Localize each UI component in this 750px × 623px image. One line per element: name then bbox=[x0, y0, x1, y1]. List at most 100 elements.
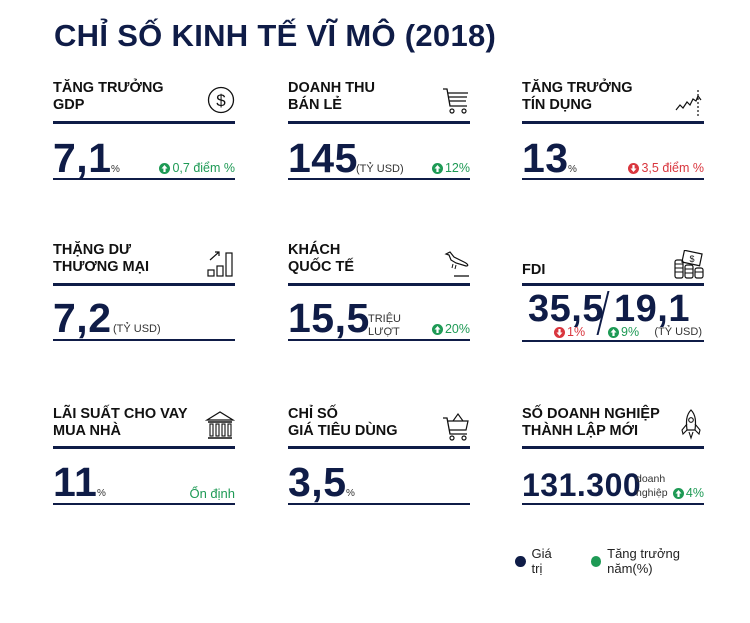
card-new-enterprises: SỐ DOANH NGHIỆP THÀNH LẬP MỚI 131.300 do… bbox=[522, 406, 704, 506]
stable-status: Ổn định bbox=[189, 486, 235, 501]
value-registered: 35,5 bbox=[528, 288, 604, 330]
value-disbursed: 19,1 bbox=[614, 288, 690, 330]
card-title: CHỈ SỐ GIÁ TIÊU DÙNG bbox=[288, 406, 398, 440]
divider-thick bbox=[288, 446, 470, 449]
divider-thick bbox=[53, 283, 235, 286]
legend-label: Tăng trưởng năm(%) bbox=[607, 546, 680, 576]
title-line: SỐ DOANH NGHIỆP bbox=[522, 406, 660, 422]
card-title: THẶNG DƯ THƯƠNG MẠI bbox=[53, 242, 149, 276]
line-graph-icon bbox=[674, 88, 704, 121]
unit: % bbox=[568, 164, 577, 175]
arrow-up-icon bbox=[431, 162, 443, 174]
title-line: LÃI SUẤT CHO VAY bbox=[53, 406, 188, 422]
divider-thick bbox=[53, 446, 235, 449]
divider-thick bbox=[53, 121, 235, 124]
title-line: GIÁ TIÊU DÙNG bbox=[288, 423, 398, 439]
divider-thick bbox=[522, 121, 704, 124]
arrow-down-icon bbox=[628, 162, 640, 174]
value: 7,1 bbox=[53, 135, 112, 181]
unit-line: TRIỆU bbox=[368, 313, 401, 325]
divider-thin bbox=[288, 503, 470, 505]
divider-thin bbox=[522, 503, 704, 505]
legend-item-value: Giá trị bbox=[515, 546, 565, 576]
arrow-up-icon bbox=[431, 323, 443, 335]
card-title: TĂNG TRƯỞNG GDP bbox=[53, 80, 164, 114]
divider-thin bbox=[53, 178, 235, 180]
svg-text:$: $ bbox=[216, 91, 226, 110]
card-gdp: TĂNG TRƯỞNG GDP $ 7,1 % 0,7 điểm % bbox=[53, 80, 235, 180]
growth-delta-disbursed: 9% bbox=[608, 325, 639, 339]
card-title: FDI bbox=[522, 262, 545, 279]
growth-bars-icon bbox=[207, 248, 235, 283]
divider-thin bbox=[53, 503, 235, 505]
delta-text: 9% bbox=[621, 325, 640, 339]
divider-thick bbox=[522, 283, 704, 286]
arrow-down-icon bbox=[554, 326, 565, 338]
growth-delta: 20% bbox=[431, 322, 470, 336]
title-line: KHÁCH bbox=[288, 242, 341, 258]
title-line: THÀNH LẬP MỚI bbox=[522, 423, 639, 439]
title-line: TĂNG TRƯỞNG bbox=[522, 80, 633, 96]
green-dot-icon bbox=[590, 555, 602, 567]
value: 7,2 bbox=[53, 295, 112, 341]
arrow-up-icon bbox=[159, 162, 171, 174]
airplane-landing-icon bbox=[444, 250, 470, 283]
unit: (TỶ USD) bbox=[356, 163, 404, 175]
card-title: DOANH THU BÁN LẺ bbox=[288, 80, 375, 114]
bank-icon bbox=[204, 410, 236, 445]
title-line: DOANH THU bbox=[288, 80, 375, 96]
dollar-coin-icon: $ bbox=[207, 86, 235, 119]
divider-thin bbox=[522, 340, 704, 342]
card-title: SỐ DOANH NGHIỆP THÀNH LẬP MỚI bbox=[522, 406, 660, 440]
delta-text: 4% bbox=[685, 486, 704, 500]
card-title: TĂNG TRƯỞNG TÍN DỤNG bbox=[522, 80, 633, 114]
legend-label: Giá trị bbox=[531, 546, 552, 576]
value: 13 bbox=[522, 135, 569, 181]
legend: Giá trị Tăng trưởng năm(%) bbox=[515, 546, 750, 576]
title-line: CHỈ SỐ bbox=[288, 406, 338, 422]
delta-text: 20% bbox=[444, 322, 470, 336]
unit: % bbox=[111, 164, 120, 175]
unit-line: doanh bbox=[636, 473, 666, 485]
value: 15,5 bbox=[288, 295, 370, 341]
growth-delta: 4% bbox=[672, 486, 704, 500]
divider-thick bbox=[522, 446, 704, 449]
unit: % bbox=[346, 488, 355, 499]
card-retail: DOANH THU BÁN LẺ 145 (TỶ USD) 12% bbox=[288, 80, 470, 180]
rocket-icon bbox=[680, 408, 702, 447]
title-line: GDP bbox=[53, 97, 85, 113]
svg-text:$: $ bbox=[689, 254, 694, 264]
unit: (TỶ USD) bbox=[654, 326, 702, 338]
card-trade-surplus: THẶNG DƯ THƯƠNG MẠI 7,2 (TỶ USD) bbox=[53, 242, 235, 342]
arrow-up-icon bbox=[672, 487, 684, 499]
card-title: LÃI SUẤT CHO VAY MUA NHÀ bbox=[53, 406, 188, 440]
unit-line: nghiệp bbox=[636, 487, 668, 499]
title-line: THẶNG DƯ bbox=[53, 242, 132, 258]
card-title: KHÁCH QUỐC TẾ bbox=[288, 242, 354, 276]
growth-delta: 12% bbox=[431, 161, 470, 175]
title-line: BÁN LẺ bbox=[288, 97, 342, 113]
title-line: QUỐC TẾ bbox=[288, 259, 355, 275]
delta-text: 0,7 điểm % bbox=[172, 161, 235, 175]
divider-thick bbox=[288, 121, 470, 124]
card-mortgage-rate: LÃI SUẤT CHO VAY MUA NHÀ 11 % Ổn định bbox=[53, 406, 236, 506]
divider-thin bbox=[53, 339, 235, 341]
money-coins-icon: $ bbox=[674, 249, 704, 285]
card-cpi: CHỈ SỐ GIÁ TIÊU DÙNG 3,5 % bbox=[288, 406, 470, 506]
title-line: TÍN DỤNG bbox=[522, 97, 593, 113]
card-international-visitors: KHÁCH QUỐC TẾ 15,5 TRIỆU LƯỢT 20% bbox=[288, 242, 470, 342]
growth-delta: 3,5 điểm % bbox=[628, 161, 704, 175]
divider-thin bbox=[288, 178, 470, 180]
navy-dot-icon bbox=[515, 555, 526, 567]
delta-text: 12% bbox=[444, 161, 470, 175]
unit: % bbox=[97, 488, 106, 499]
arrow-up-icon bbox=[608, 326, 619, 338]
title-line: THƯƠNG MẠI bbox=[53, 259, 150, 275]
title-line: FDI bbox=[522, 262, 546, 278]
value: 145 bbox=[288, 135, 358, 181]
value: 11 bbox=[53, 459, 98, 505]
unit: doanh nghiệp bbox=[636, 474, 668, 499]
delta-text: 1% bbox=[567, 325, 586, 339]
legend-item-growth: Tăng trưởng năm(%) bbox=[590, 546, 724, 576]
delta-text: 3,5 điểm % bbox=[641, 161, 704, 175]
